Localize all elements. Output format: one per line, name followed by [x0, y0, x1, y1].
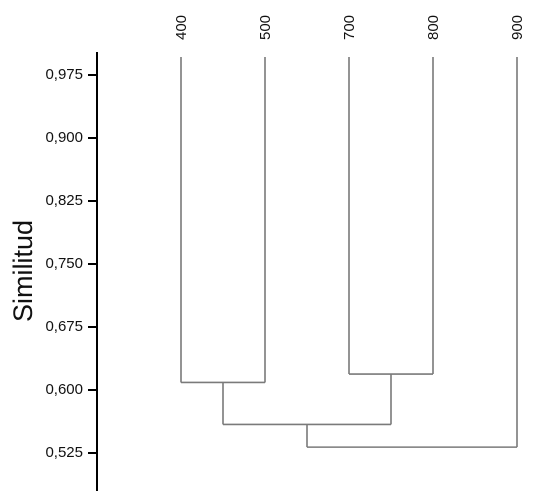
- y-tick-label: 0,600: [45, 381, 83, 398]
- leaf-label: 400: [173, 15, 190, 40]
- y-tick-label: 0,525: [45, 444, 83, 461]
- y-tick-label: 0,675: [45, 318, 83, 335]
- leaf-labels: 400 500 700 800 900: [173, 15, 526, 40]
- leaf-label: 800: [425, 15, 442, 40]
- y-axis: 0,975 0,900 0,825 0,750 0,675 0,600 0,525: [45, 52, 98, 491]
- y-axis-title: Similitud: [8, 220, 38, 322]
- leaf-label: 700: [341, 15, 358, 40]
- y-tick-label: 0,975: [45, 66, 83, 83]
- dendrogram-links: [180, 57, 518, 448]
- y-tick-label: 0,750: [45, 255, 83, 272]
- y-axis-ticks: 0,975 0,900 0,825 0,750 0,675 0,600 0,525: [45, 66, 97, 461]
- y-tick-label: 0,825: [45, 192, 83, 209]
- y-tick-label: 0,900: [45, 129, 83, 146]
- leaf-label: 900: [509, 15, 526, 40]
- leaf-label: 500: [257, 15, 274, 40]
